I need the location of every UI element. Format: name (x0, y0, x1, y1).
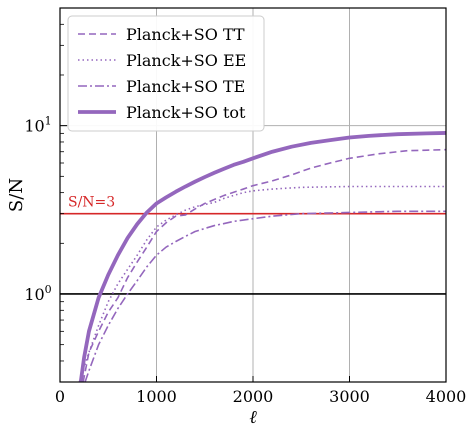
y-tick-label: 101 (24, 115, 51, 136)
x-tick-label: 2000 (233, 387, 274, 406)
legend-label: Planck+SO tot (126, 103, 246, 122)
x-tick-label: 0 (55, 387, 65, 406)
series-line (78, 185, 446, 383)
reference-lines: S/N=3 (60, 195, 446, 295)
y-axis-title: S/N (6, 178, 27, 212)
legend-label: Planck+SO TT (126, 25, 245, 44)
series-layer (78, 131, 447, 383)
x-axis-title: ℓ (249, 407, 257, 428)
x-tick-label: 3000 (329, 387, 370, 406)
series-line (82, 148, 447, 383)
x-tick-label: 4000 (426, 387, 467, 406)
x-axis: 0 1000 2000 3000 4000 (55, 376, 466, 406)
reference-line-label: S/N=3 (68, 195, 115, 211)
y-axis: 100 101 (24, 7, 67, 383)
series-line (84, 210, 446, 383)
legend: Planck+SO TT Planck+SO EE Planck+SO TE Plan… (67, 15, 265, 132)
series-line (78, 131, 447, 383)
y-tick-label: 100 (24, 283, 51, 304)
legend-label: Planck+SO EE (126, 51, 246, 70)
x-tick-label: 1000 (136, 387, 177, 406)
legend-box (67, 15, 265, 132)
legend-label: Planck+SO TE (126, 77, 245, 96)
